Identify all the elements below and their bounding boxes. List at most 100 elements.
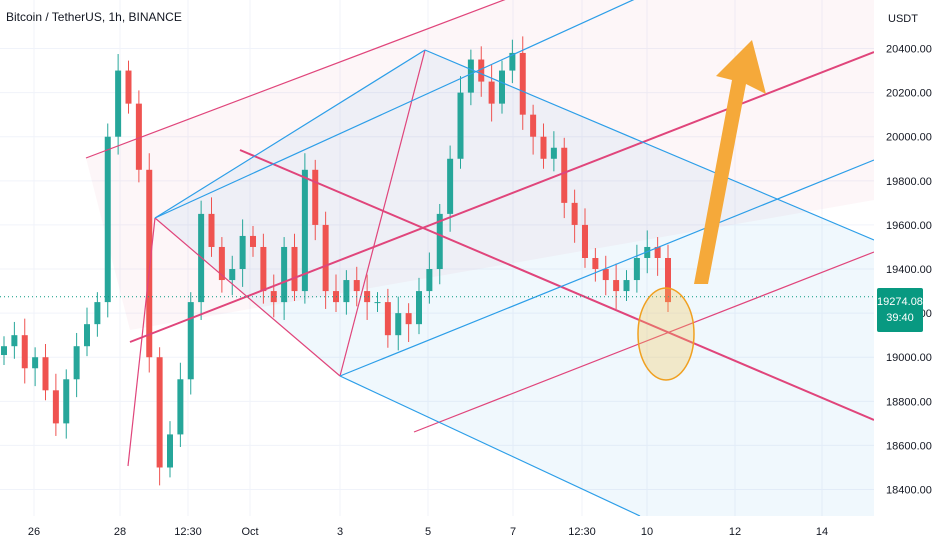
x-tick-label: 28: [114, 526, 126, 538]
x-tick-label: 26: [28, 526, 40, 538]
pitchfork-red-median: [129, 51, 874, 343]
pitchfork-red-crossline: [239, 149, 874, 421]
candle-body: [135, 103, 142, 170]
pitchfork-red-upper: [85, 0, 506, 159]
candle-body: [374, 302, 381, 304]
candle-body: [250, 235, 256, 247]
candle-body: [665, 258, 671, 303]
candle-body: [364, 291, 371, 303]
last-price-value: 19274.08: [877, 296, 923, 308]
candle-body: [644, 246, 651, 258]
candle-body: [281, 246, 288, 303]
candle-body: [156, 357, 163, 468]
chart-title: Bitcoin / TetherUS, 1h, BINANCE: [6, 10, 182, 24]
candle-body: [550, 147, 557, 159]
pitchfork-red-handle-b: [154, 217, 341, 377]
candle-body: [384, 302, 391, 336]
candle-body: [623, 280, 630, 292]
candle-body: [447, 158, 454, 214]
pitchfork-blue-zone: [155, 50, 874, 516]
candle-body: [613, 280, 620, 292]
candle-body: [592, 258, 599, 270]
candle-body: [52, 390, 59, 424]
pitchfork-blue-crossline: [424, 49, 874, 241]
candle-body: [416, 291, 422, 325]
candle-body: [187, 302, 194, 380]
y-tick-label: 20200.00: [886, 88, 932, 100]
candle-body: [11, 335, 18, 347]
candle-body: [218, 246, 225, 281]
candle-body: [405, 313, 412, 325]
candle-body: [104, 136, 111, 303]
candle-body: [1, 346, 7, 356]
candle-body: [239, 235, 246, 270]
candle-body: [602, 269, 609, 281]
y-tick-label: 18800.00: [886, 396, 932, 408]
pitchfork-red-handle-c: [339, 49, 426, 377]
candle-body: [167, 434, 173, 468]
highlight-circle: [637, 287, 695, 381]
candle-body: [322, 224, 329, 292]
candle-body: [540, 136, 547, 159]
y-tick-label: 18400.00: [886, 485, 932, 497]
candle-body: [436, 213, 443, 270]
candle-body: [488, 81, 495, 104]
pitchfork-blue-upper: [154, 0, 635, 219]
x-tick-label: Oct: [241, 526, 258, 538]
bullish-arrow: [694, 40, 766, 284]
y-tick-label: 20000.00: [886, 132, 932, 144]
candle-body: [654, 246, 661, 258]
pitchfork-red-handle-a: [127, 217, 156, 467]
candle-body: [32, 357, 39, 369]
x-tick-label: 7: [510, 526, 516, 538]
candle-body: [94, 302, 101, 325]
candle-body: [582, 224, 588, 258]
candle-body: [395, 313, 402, 336]
x-tick-label: 5: [425, 526, 431, 538]
candle-body: [499, 70, 505, 104]
candle-body: [208, 213, 215, 247]
candle-body: [312, 169, 319, 225]
candle-body: [457, 92, 464, 159]
candle-body: [561, 147, 568, 203]
pitchfork-blue-median: [339, 159, 874, 377]
last-price-badge: 19274.08 39:40: [877, 288, 923, 332]
x-tick-label: 10: [641, 526, 653, 538]
candle-body: [571, 202, 578, 225]
y-tick-label: 19600.00: [886, 220, 932, 232]
candle-body: [343, 280, 350, 303]
pitchfork-blue-top: [154, 49, 426, 219]
y-tick-label: 19000.00: [886, 352, 932, 364]
candle-body: [84, 324, 90, 347]
y-tick-label: 18600.00: [886, 440, 932, 452]
x-tick-label: 14: [816, 526, 828, 538]
candle-body: [530, 114, 537, 137]
x-tick-label: 12:30: [568, 526, 596, 538]
candle-body: [291, 246, 298, 292]
candle-body: [467, 59, 474, 93]
candle-body: [478, 59, 485, 82]
candle-body: [42, 357, 49, 391]
x-tick-label: 12: [729, 526, 741, 538]
candle-body: [146, 169, 153, 358]
candle-body: [270, 291, 277, 303]
candle-body: [63, 379, 70, 424]
candle-body: [177, 379, 184, 435]
candle-body: [115, 70, 122, 137]
y-tick-label: 20400.00: [886, 44, 932, 56]
y-tick-label: 19800.00: [886, 176, 932, 188]
currency-label: USDT: [888, 13, 918, 25]
y-tick-label: 19400.00: [886, 264, 932, 276]
candle-body: [509, 52, 516, 71]
candle-body: [21, 335, 28, 369]
pitchfork-red-lower: [413, 251, 874, 433]
x-tick-label: 3: [337, 526, 343, 538]
candle-body: [73, 346, 80, 380]
candle-body: [353, 280, 360, 292]
candle-body: [426, 269, 433, 292]
candle-body: [125, 70, 132, 104]
pitchfork-blue-lower: [339, 375, 641, 516]
candle-body: [301, 169, 308, 292]
